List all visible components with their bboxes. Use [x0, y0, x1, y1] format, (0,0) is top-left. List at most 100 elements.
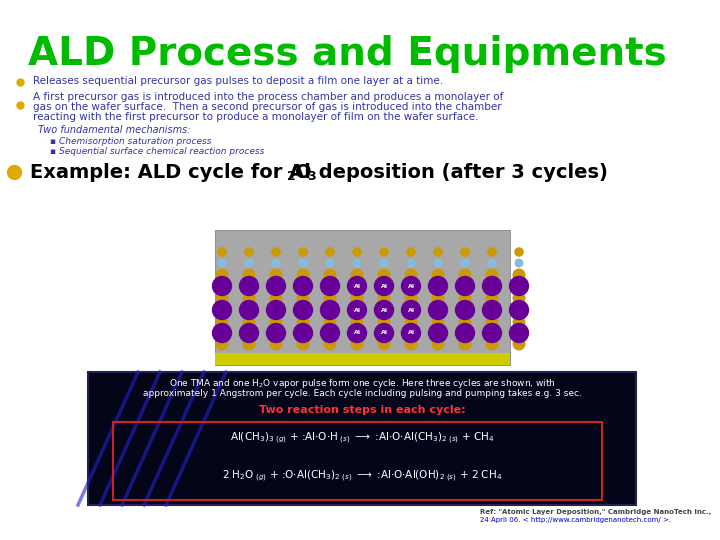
Circle shape: [510, 276, 528, 295]
Circle shape: [510, 300, 528, 320]
Text: Al: Al: [354, 307, 361, 313]
Circle shape: [297, 338, 309, 350]
Text: 2 H$_2$O$_{\ (g)}$ + :O$\cdot$Al(CH$_3$)$_{2\ (s)}$ $\longrightarrow$ :Al$\cdot$: 2 H$_2$O$_{\ (g)}$ + :O$\cdot$Al(CH$_3$)…: [222, 468, 502, 484]
Circle shape: [240, 323, 258, 342]
Circle shape: [408, 259, 415, 267]
Circle shape: [459, 338, 471, 350]
Circle shape: [216, 269, 228, 281]
Circle shape: [462, 259, 469, 267]
Circle shape: [482, 300, 502, 320]
Circle shape: [513, 316, 525, 328]
Text: deposition (after 3 cycles): deposition (after 3 cycles): [312, 163, 608, 181]
Circle shape: [326, 248, 334, 256]
Circle shape: [354, 259, 361, 267]
Circle shape: [294, 300, 312, 320]
Circle shape: [405, 269, 417, 281]
Circle shape: [294, 276, 312, 295]
Circle shape: [351, 316, 363, 328]
Circle shape: [324, 338, 336, 350]
Circle shape: [486, 316, 498, 328]
Circle shape: [378, 338, 390, 350]
Text: Two reaction steps in each cycle:: Two reaction steps in each cycle:: [258, 405, 465, 415]
Circle shape: [486, 292, 498, 304]
Text: ▪ Chemisorption saturation process: ▪ Chemisorption saturation process: [50, 137, 212, 145]
Circle shape: [266, 300, 286, 320]
Circle shape: [428, 276, 448, 295]
Circle shape: [488, 248, 496, 256]
Circle shape: [482, 323, 502, 342]
Circle shape: [428, 300, 448, 320]
Circle shape: [326, 259, 334, 267]
Text: Releases sequential precursor gas pulses to deposit a film one layer at a time.: Releases sequential precursor gas pulses…: [33, 77, 443, 86]
Circle shape: [434, 259, 442, 267]
Text: Example: ALD cycle for Al: Example: ALD cycle for Al: [30, 163, 311, 181]
Circle shape: [299, 248, 307, 256]
Circle shape: [266, 323, 286, 342]
Circle shape: [510, 323, 528, 342]
Circle shape: [212, 300, 232, 320]
Text: ▪ Sequential surface chemical reaction process: ▪ Sequential surface chemical reaction p…: [50, 146, 264, 156]
Circle shape: [324, 316, 336, 328]
Circle shape: [380, 248, 388, 256]
Circle shape: [212, 323, 232, 342]
Circle shape: [216, 316, 228, 328]
Circle shape: [380, 259, 388, 267]
Circle shape: [320, 276, 340, 295]
Circle shape: [405, 316, 417, 328]
Circle shape: [461, 248, 469, 256]
Circle shape: [216, 338, 228, 350]
Circle shape: [324, 269, 336, 281]
Circle shape: [374, 323, 394, 342]
Circle shape: [246, 259, 253, 267]
Circle shape: [212, 276, 232, 295]
Circle shape: [513, 292, 525, 304]
Circle shape: [516, 259, 523, 267]
Circle shape: [402, 276, 420, 295]
Circle shape: [243, 316, 255, 328]
Circle shape: [459, 316, 471, 328]
Circle shape: [432, 338, 444, 350]
Circle shape: [407, 248, 415, 256]
Text: 3: 3: [307, 170, 315, 183]
Circle shape: [432, 316, 444, 328]
Circle shape: [300, 259, 307, 267]
Circle shape: [270, 316, 282, 328]
Circle shape: [218, 259, 226, 267]
Circle shape: [216, 292, 228, 304]
Circle shape: [324, 292, 336, 304]
Circle shape: [486, 338, 498, 350]
Circle shape: [378, 269, 390, 281]
Circle shape: [297, 292, 309, 304]
Text: 2: 2: [287, 170, 295, 183]
Circle shape: [459, 292, 471, 304]
Circle shape: [486, 269, 498, 281]
Text: Two fundamental mechanisms:: Two fundamental mechanisms:: [38, 125, 191, 135]
Circle shape: [243, 338, 255, 350]
Circle shape: [456, 300, 474, 320]
Circle shape: [266, 276, 286, 295]
Text: Al: Al: [408, 284, 415, 288]
Text: 24 April 06. < http://www.cambridgenanotech.com/ >.: 24 April 06. < http://www.cambridgenanot…: [480, 517, 671, 523]
Text: A first precursor gas is introduced into the process chamber and produces a mono: A first precursor gas is introduced into…: [33, 92, 503, 102]
Circle shape: [348, 300, 366, 320]
Circle shape: [459, 269, 471, 281]
Text: ALD Process and Equipments: ALD Process and Equipments: [28, 35, 667, 73]
Circle shape: [348, 276, 366, 295]
Text: Al: Al: [380, 330, 387, 335]
Text: Al: Al: [354, 284, 361, 288]
Bar: [215, 230, 510, 365]
Circle shape: [270, 269, 282, 281]
Circle shape: [456, 276, 474, 295]
Circle shape: [243, 269, 255, 281]
Circle shape: [432, 269, 444, 281]
Circle shape: [240, 300, 258, 320]
Bar: [88, 372, 636, 505]
Text: Al(CH$_3$)$_{3\ (g)}$ + :Al$\cdot$O$\cdot$H$_{\ (s)}$ $\longrightarrow$ :Al$\cdo: Al(CH$_3$)$_{3\ (g)}$ + :Al$\cdot$O$\cdo…: [230, 430, 495, 445]
Text: One TMA and one H$_2$O vapor pulse form one cycle. Here three cycles are shown, : One TMA and one H$_2$O vapor pulse form …: [168, 377, 555, 390]
Circle shape: [320, 323, 340, 342]
Circle shape: [353, 248, 361, 256]
Circle shape: [351, 338, 363, 350]
Circle shape: [378, 316, 390, 328]
Circle shape: [297, 269, 309, 281]
Circle shape: [402, 323, 420, 342]
